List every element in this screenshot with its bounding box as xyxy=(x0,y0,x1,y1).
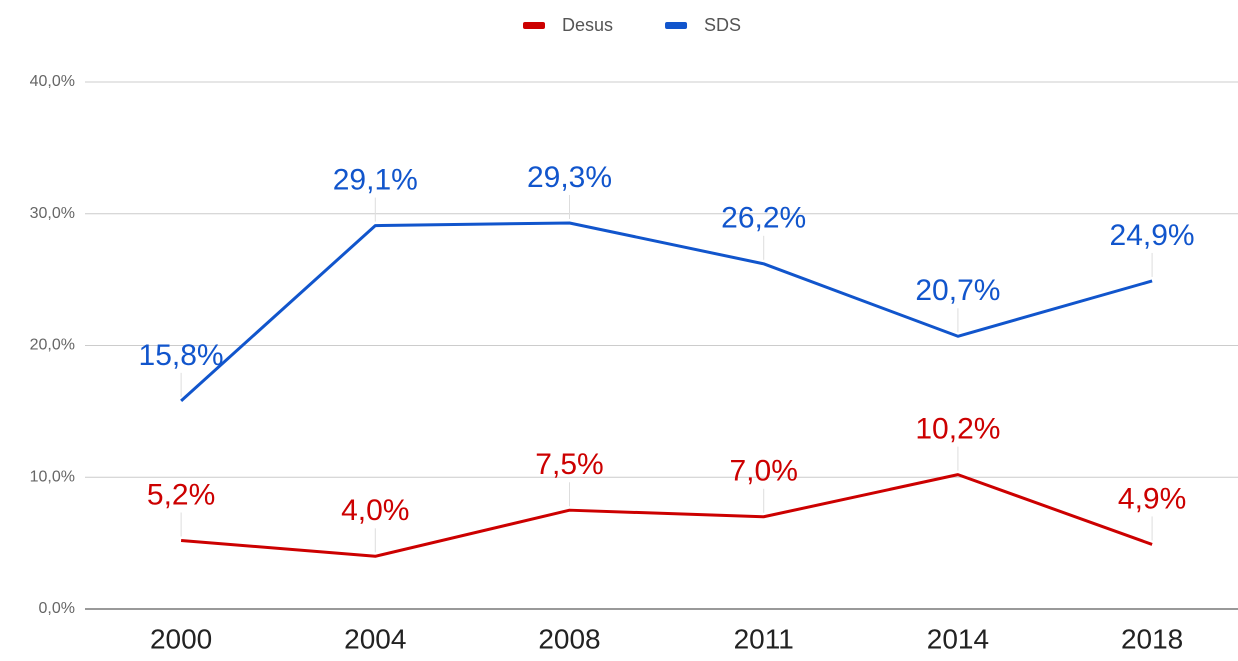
legend-swatch xyxy=(523,22,545,29)
data-label: 4,0% xyxy=(341,494,409,527)
data-label: 29,3% xyxy=(527,161,612,194)
y-tick-label: 40,0% xyxy=(30,73,75,90)
legend-label: SDS xyxy=(704,15,741,35)
data-label: 5,2% xyxy=(147,478,215,511)
x-tick-label: 2000 xyxy=(150,623,212,654)
y-tick-label: 20,0% xyxy=(30,337,75,354)
y-tick-label: 0,0% xyxy=(39,600,75,617)
legend-label: Desus xyxy=(562,15,613,35)
series-line xyxy=(180,473,1153,558)
data-label: 7,0% xyxy=(730,455,798,488)
data-label: 29,1% xyxy=(333,164,418,197)
data-label: 15,8% xyxy=(139,339,224,372)
y-tick-label: 10,0% xyxy=(30,468,75,485)
x-tick-label: 2008 xyxy=(538,623,600,654)
data-label: 24,9% xyxy=(1110,219,1195,252)
data-label: 20,7% xyxy=(915,274,1000,307)
legend-swatch xyxy=(665,22,688,29)
series-line xyxy=(180,221,1153,402)
x-tick-label: 2018 xyxy=(1121,623,1183,654)
data-label: 4,9% xyxy=(1118,482,1186,515)
y-tick-label: 30,0% xyxy=(30,205,75,222)
x-tick-label: 2004 xyxy=(344,623,406,654)
data-label: 26,2% xyxy=(721,202,806,235)
x-tick-label: 2014 xyxy=(927,623,989,654)
x-tick-label: 2011 xyxy=(734,623,794,654)
data-label: 7,5% xyxy=(535,448,603,481)
data-label: 10,2% xyxy=(915,413,1000,446)
